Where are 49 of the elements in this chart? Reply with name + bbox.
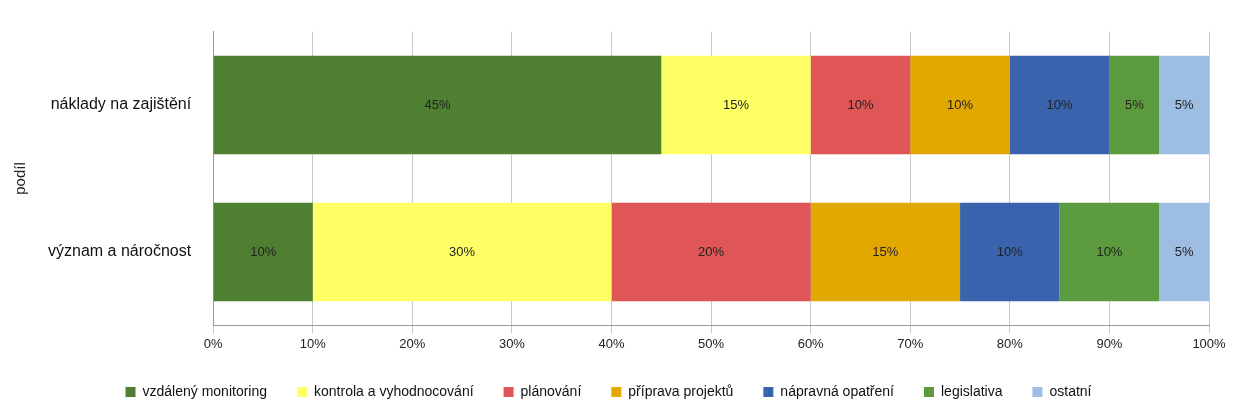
data-label: 5%: [1124, 96, 1145, 112]
bar: [1159, 55, 1209, 155]
x-tick-label: 80%: [996, 335, 1024, 351]
data-label: 15%: [872, 243, 899, 259]
data-label: 30%: [449, 243, 476, 259]
x-tick-label: 90%: [1096, 335, 1123, 351]
data-label: 10%: [996, 243, 1024, 259]
x-tick-label: 0%: [203, 335, 224, 351]
data-label: 5%: [1174, 243, 1194, 259]
x-tick-label: 100%: [1192, 335, 1227, 351]
legend-label: plánování: [520, 382, 582, 399]
legend-label: ostatní: [1049, 382, 1092, 399]
bar: [910, 55, 1010, 155]
x-tick-label: 60%: [797, 335, 825, 351]
bar: [810, 55, 911, 155]
legend-label: vzdálený monitoring: [142, 382, 268, 399]
data-label: 15%: [722, 96, 750, 112]
data-label: 10%: [947, 96, 974, 112]
bar: [1109, 55, 1160, 155]
legend-label: legislativa: [940, 382, 1003, 399]
data-label: 5%: [1174, 96, 1194, 112]
data-label: 10%: [1046, 96, 1074, 112]
bar: [810, 202, 961, 302]
legend-label: kontrola a vyhodnocování: [314, 382, 474, 399]
x-tick-label: 10%: [299, 335, 327, 351]
bar: [1009, 55, 1110, 155]
data-label: 10%: [847, 96, 874, 112]
x-tick-label: 30%: [498, 335, 526, 351]
data-label: 10%: [1096, 243, 1123, 259]
x-tick-label: 70%: [897, 335, 924, 351]
data-label: 10%: [250, 243, 277, 259]
x-tick-label: 20%: [399, 335, 426, 351]
bar: [661, 55, 811, 155]
bar: [213, 55, 662, 155]
y-axis-title: podíl: [11, 162, 29, 195]
x-tick-label: 40%: [598, 335, 625, 351]
legend-label: příprava projektů: [628, 382, 734, 399]
x-tick-label: 50%: [698, 335, 725, 351]
data-label: 20%: [698, 243, 725, 259]
bar: [312, 202, 612, 302]
bar: [213, 202, 313, 302]
bar: [1159, 202, 1209, 302]
legend-label: nápravná opatření: [780, 382, 895, 399]
y-tick-label: náklady na zajištění: [50, 95, 192, 113]
data-label: 45%: [424, 96, 451, 112]
bar: [1059, 202, 1160, 302]
y-tick-label: význam a náročnost: [47, 242, 192, 260]
bar: [611, 202, 811, 302]
bar: [960, 202, 1060, 302]
